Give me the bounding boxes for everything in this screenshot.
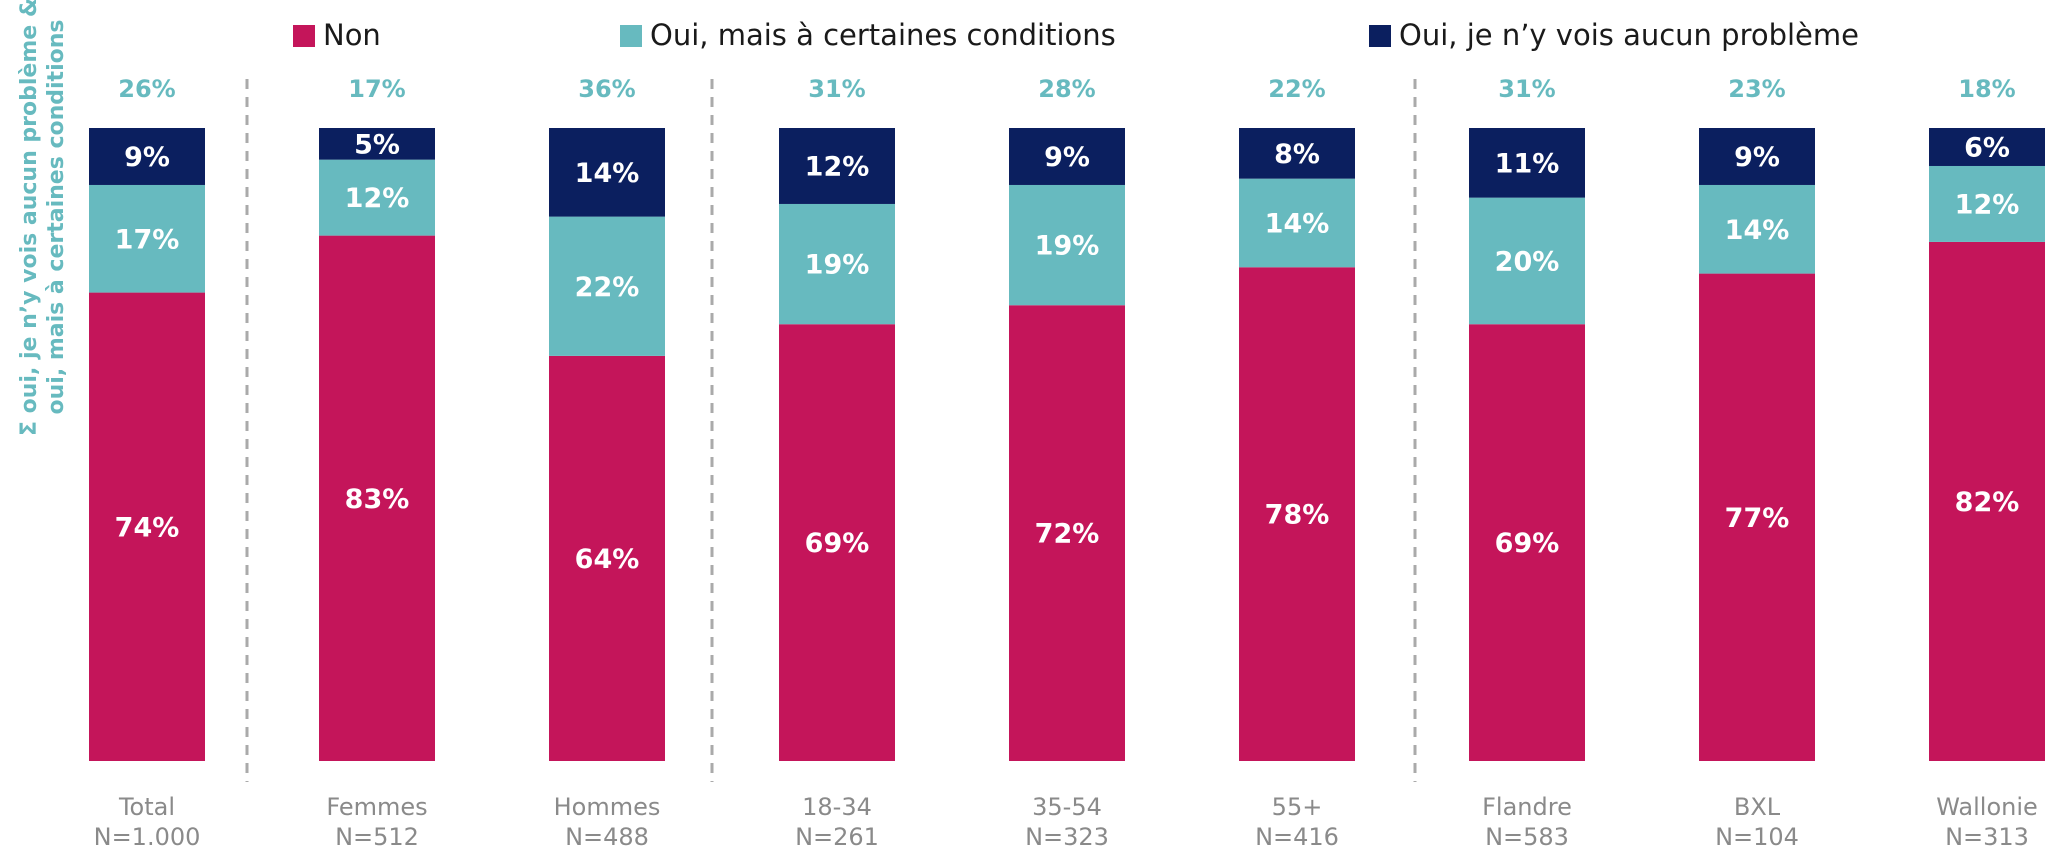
data-label: 14% <box>575 158 640 189</box>
bar-segment <box>1239 128 1355 179</box>
data-label: 77% <box>1725 503 1790 534</box>
sample-size: N=313 <box>1945 823 2029 851</box>
x-tick-label: 55+ <box>1272 793 1323 821</box>
bar-segment <box>779 203 895 325</box>
legend-swatch <box>1369 25 1391 47</box>
x-tick-label: Hommes <box>554 793 661 821</box>
bar-segment <box>1239 267 1355 761</box>
x-tick-label: Flandre <box>1482 793 1572 821</box>
bar-segment <box>1929 165 2045 242</box>
bar-segment <box>549 216 665 356</box>
legend-label: Oui, mais à certaines conditions <box>650 18 1116 52</box>
bar-segment <box>1929 128 2045 166</box>
total-label: 31% <box>1498 75 1555 103</box>
legend-swatch <box>620 25 642 47</box>
data-label: 19% <box>805 250 870 281</box>
data-label: 8% <box>1274 139 1320 170</box>
x-tick-label: 18-34 <box>802 793 872 821</box>
data-label: 14% <box>1725 215 1790 246</box>
total-label: 31% <box>808 75 865 103</box>
sample-size: N=488 <box>565 823 649 851</box>
total-label: 28% <box>1038 75 1095 103</box>
x-tick-label: Femmes <box>326 793 427 821</box>
y-label-line: Σ oui, je n’y vois aucun problème & <box>17 0 42 436</box>
total-label: 23% <box>1728 75 1785 103</box>
sample-size: N=1.000 <box>94 823 201 851</box>
legend-swatch <box>293 25 315 47</box>
bar-segment <box>1699 273 1815 761</box>
bar-segment <box>319 235 435 762</box>
bar-segment <box>1009 128 1125 185</box>
legend-label: Non <box>323 18 381 52</box>
bar-segment <box>1469 324 1585 761</box>
bar-segment <box>319 159 435 236</box>
bar-segment <box>1699 128 1815 185</box>
bar-segment <box>1469 128 1585 198</box>
sample-size: N=416 <box>1255 823 1339 851</box>
bar-segment <box>1239 178 1355 268</box>
y-label: Σ oui, je n’y vois aucun problème & oui,… <box>17 0 69 436</box>
x-tick-label: Total <box>118 793 175 821</box>
data-label: 17% <box>115 224 180 255</box>
data-label: 72% <box>1035 519 1100 550</box>
data-label: 9% <box>124 142 170 173</box>
data-label: 69% <box>1495 528 1560 559</box>
data-label: 12% <box>1955 189 2020 220</box>
bar-segment <box>89 184 205 293</box>
bar-segment <box>1699 184 1815 274</box>
sample-size: N=512 <box>335 823 419 851</box>
total-label: 18% <box>1958 75 2015 103</box>
data-label: 5% <box>354 129 400 160</box>
data-label: 12% <box>805 151 870 182</box>
sample-size: N=583 <box>1485 823 1569 851</box>
bar-segment <box>89 292 205 761</box>
total-label: 17% <box>348 75 405 103</box>
bar-segment <box>1009 305 1125 761</box>
x-tick-label: 35-54 <box>1032 793 1102 821</box>
y-label-line: oui, mais à certaines conditions <box>44 20 69 415</box>
legend-label: Oui, je n’y vois aucun problème <box>1399 18 1859 52</box>
data-label: 78% <box>1265 500 1330 531</box>
data-label: 83% <box>345 484 410 515</box>
bar-segment <box>549 128 665 217</box>
data-label: 19% <box>1035 231 1100 262</box>
data-label: 9% <box>1734 142 1780 173</box>
bar-segment <box>779 324 895 761</box>
bar-segment <box>1009 184 1125 306</box>
bar-segment <box>319 128 435 160</box>
sample-size: N=261 <box>795 823 879 851</box>
bar-segment <box>1469 197 1585 325</box>
data-label: 22% <box>575 272 640 303</box>
bar-segment <box>89 128 205 185</box>
x-tick-label: Wallonie <box>1936 793 2038 821</box>
sample-size: N=104 <box>1715 823 1799 851</box>
data-label: 14% <box>1265 208 1330 239</box>
bar-segment <box>1929 241 2045 761</box>
total-label: 22% <box>1268 75 1325 103</box>
data-label: 9% <box>1044 142 1090 173</box>
x-tick-label: BXL <box>1734 793 1781 821</box>
data-label: 11% <box>1495 148 1560 179</box>
bar-segment <box>549 355 665 761</box>
data-label: 12% <box>345 183 410 214</box>
sample-size: N=323 <box>1025 823 1109 851</box>
data-label: 82% <box>1955 487 2020 518</box>
data-label: 20% <box>1495 246 1560 277</box>
bar-segment <box>779 128 895 204</box>
data-label: 69% <box>805 528 870 559</box>
total-label: 26% <box>118 75 175 103</box>
data-label: 64% <box>575 544 640 575</box>
data-label: 74% <box>115 512 180 543</box>
total-label: 36% <box>578 75 635 103</box>
data-label: 6% <box>1964 132 2010 163</box>
